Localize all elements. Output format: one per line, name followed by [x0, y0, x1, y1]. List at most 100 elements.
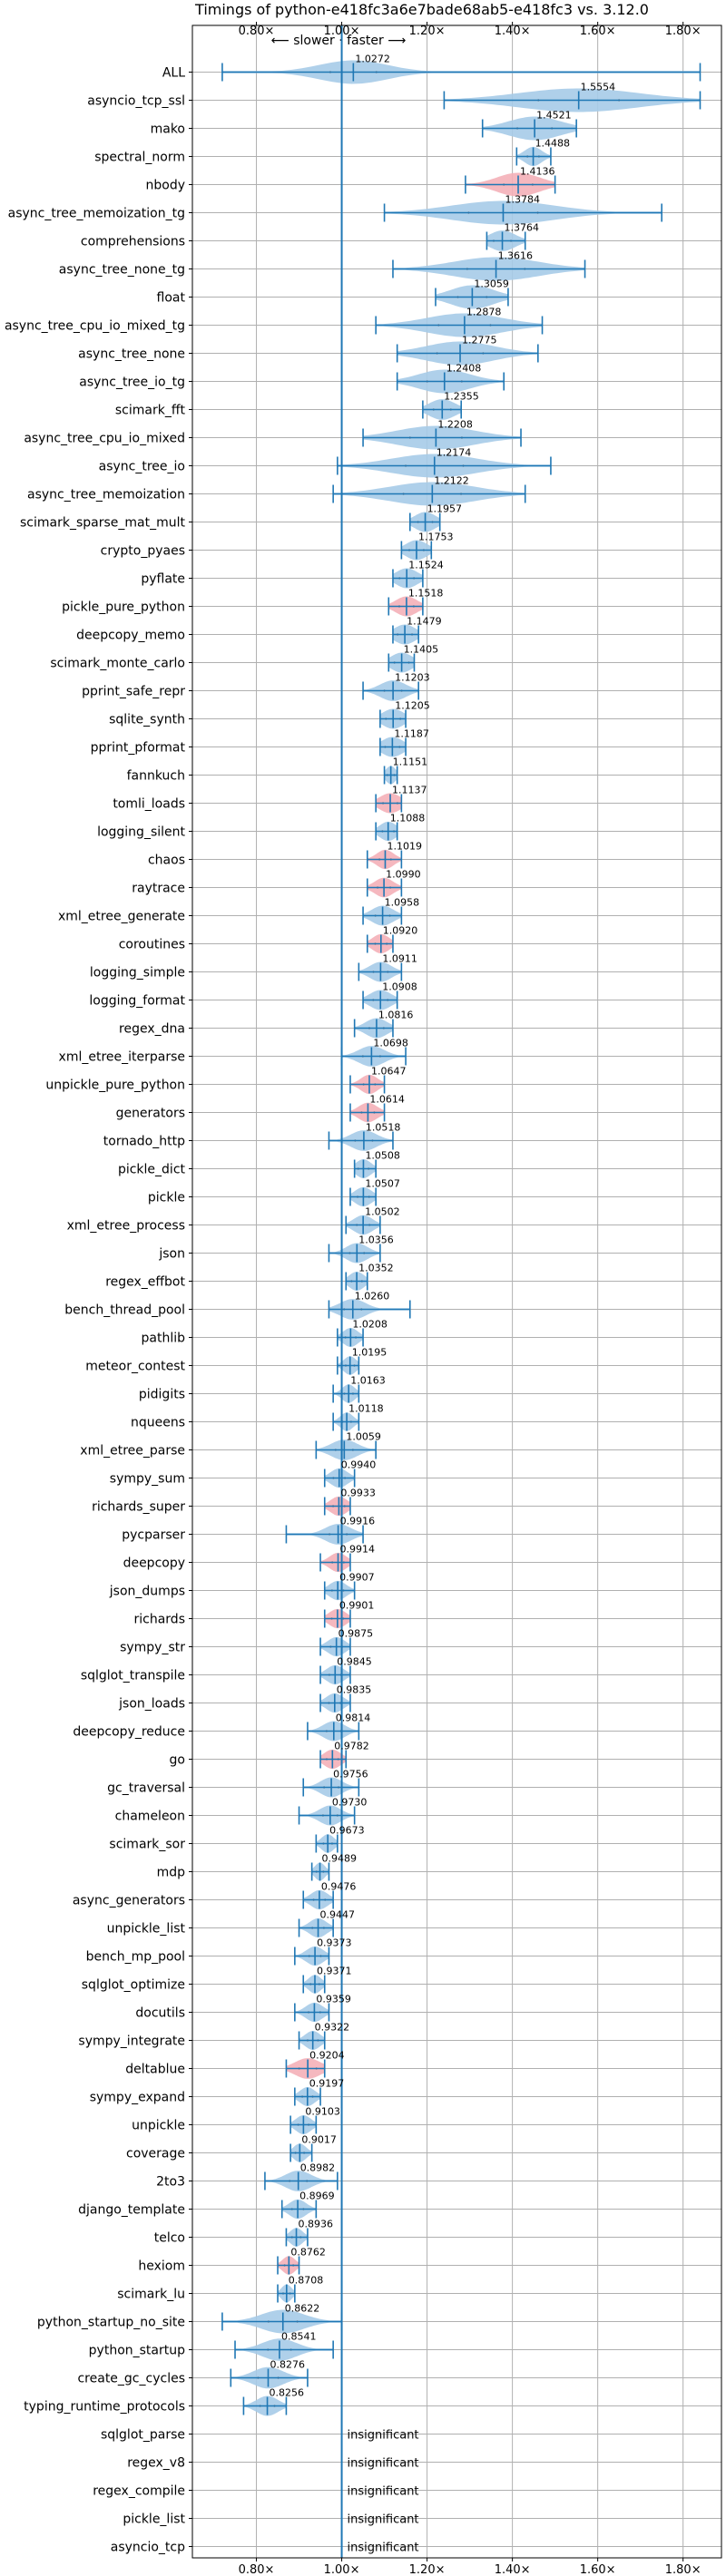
value-label: 0.9916 — [340, 1516, 376, 1527]
value-label: 0.9103 — [305, 2106, 340, 2118]
benchmark-label: async_tree_cpu_io_mixed_tg — [5, 319, 185, 334]
benchmark-label: pickle_dict — [118, 1163, 186, 1177]
value-label: 1.0908 — [382, 981, 417, 993]
value-label: 1.0502 — [365, 1206, 400, 1218]
benchmark-label: chameleon — [115, 1810, 185, 1824]
benchmark-label: docutils — [135, 2006, 185, 2021]
value-label: 0.9730 — [332, 1797, 368, 1809]
benchmark-label: sympy_integrate — [78, 2034, 185, 2049]
value-label: 1.3616 — [498, 250, 534, 262]
benchmark-label: asyncio_tcp_ssl — [87, 94, 185, 109]
benchmark-label: richards — [134, 1613, 186, 1627]
benchmark-label: spectral_norm — [94, 151, 185, 165]
value-label: 0.9489 — [322, 1853, 358, 1865]
violin-layer — [221, 25, 701, 2558]
value-label: 1.1088 — [390, 813, 426, 825]
value-label: 1.2408 — [446, 363, 482, 375]
value-label: 1.0911 — [382, 953, 417, 965]
benchmark-label: logging_format — [89, 994, 185, 1009]
value-label: 1.2878 — [466, 307, 502, 318]
value-label: 0.9782 — [334, 1741, 369, 1752]
benchmark-label: mako — [151, 122, 185, 137]
benchmark-label: async_tree_io_tg — [79, 376, 185, 390]
value-label: 1.5554 — [581, 82, 616, 93]
x-tick-label-bottom: 1.40× — [495, 2563, 531, 2576]
value-label: 1.0698 — [373, 1038, 408, 1049]
benchmark-label: xml_etree_iterparse — [59, 1050, 185, 1065]
value-label: 1.1524 — [408, 560, 444, 571]
value-label: 1.0195 — [352, 1347, 388, 1359]
value-label: 0.9933 — [340, 1488, 376, 1499]
value-label: 0.9940 — [341, 1459, 377, 1471]
benchmark-label: pprint_safe_repr — [82, 685, 185, 699]
value-label: 1.2174 — [437, 447, 472, 459]
benchmark-label: unpickle — [132, 2119, 185, 2133]
benchmark-label: pickle_pure_python — [62, 600, 185, 615]
benchmark-label: unpickle_list — [107, 1922, 186, 1937]
value-label: 1.2208 — [437, 419, 472, 431]
label-layer: ALL 1.0272 asyncio_tcp_ssl 1.5554 mako 1.4521… — [5, 54, 615, 2555]
insignificant-label: insignificant — [348, 2485, 419, 2499]
value-label: 0.9907 — [339, 1572, 375, 1584]
insignificant-label: insignificant — [348, 2513, 419, 2527]
benchmark-label: async_tree_cpu_io_mixed — [24, 432, 185, 446]
benchmark-label: richards_super — [92, 1500, 185, 1515]
benchmark-label: scimark_monte_carlo — [50, 657, 185, 671]
benchmark-label: raytrace — [132, 882, 185, 896]
value-label: 1.2355 — [444, 391, 478, 403]
benchmark-label: float — [157, 291, 186, 306]
benchmark-label: typing_runtime_protocols — [24, 2400, 185, 2415]
benchmark-label: django_template — [78, 2203, 185, 2218]
value-label: 1.0990 — [386, 869, 421, 881]
benchmark-label: regex_compile — [93, 2484, 185, 2499]
benchmark-label: mdp — [157, 1866, 186, 1880]
value-label: 0.8982 — [300, 2162, 336, 2174]
value-label: 1.1151 — [393, 756, 428, 768]
value-label: 0.9673 — [329, 1825, 365, 1837]
value-label: 1.0163 — [350, 1375, 386, 1387]
x-tick-label-top: 1.20× — [409, 24, 446, 38]
x-tick-label-bottom: 1.00× — [324, 2563, 360, 2576]
benchmark-label: go — [170, 1753, 185, 1768]
benchmark-label: async_tree_memoization — [27, 488, 185, 503]
benchmark-label: telco — [154, 2231, 185, 2246]
value-label: 1.1019 — [387, 841, 422, 853]
value-label: 1.1957 — [427, 503, 463, 515]
benchmark-label: tomli_loads — [113, 797, 185, 812]
value-label: 1.3784 — [505, 194, 540, 206]
value-label: 0.8541 — [281, 2331, 317, 2343]
benchmark-label: xml_etree_generate — [58, 910, 185, 924]
value-label: 1.1205 — [395, 700, 430, 712]
benchmark-label: nqueens — [131, 1416, 185, 1430]
benchmark-label: tornado_http — [103, 1135, 185, 1149]
value-label: 0.9359 — [316, 1994, 351, 2005]
value-label: 1.4488 — [535, 138, 571, 150]
value-label: 1.1518 — [408, 588, 444, 600]
benchmark-label: 2to3 — [156, 2175, 185, 2190]
value-label: 0.9845 — [337, 1656, 372, 1668]
x-tick-label-bottom: 1.60× — [580, 2563, 616, 2576]
benchmark-label: async_tree_none — [78, 347, 185, 362]
benchmark-label: async_tree_none_tg — [59, 263, 185, 278]
benchmark-label: ALL — [162, 66, 185, 81]
value-label: 1.0958 — [385, 897, 420, 909]
benchmark-label: scimark_sor — [109, 1838, 185, 1852]
value-label: 1.0518 — [366, 1122, 401, 1134]
benchmark-label: scimark_lu — [117, 2288, 185, 2302]
value-label: 1.1479 — [407, 616, 442, 628]
benchmark-label: async_generators — [73, 1894, 185, 1908]
value-label: 1.0508 — [365, 1150, 400, 1162]
benchmark-label: deepcopy_memo — [76, 629, 185, 643]
value-label: 1.0059 — [346, 1431, 381, 1443]
value-label: 0.8622 — [285, 2303, 320, 2315]
value-label: 1.1405 — [404, 644, 439, 656]
value-label: 0.9875 — [338, 1628, 374, 1640]
value-label: 0.8256 — [270, 2387, 305, 2399]
insignificant-label: insignificant — [348, 2457, 419, 2471]
value-label: 0.9901 — [339, 1600, 375, 1612]
value-label: 1.1187 — [394, 728, 429, 740]
value-label: 1.1203 — [395, 672, 430, 684]
benchmark-label: chaos — [148, 854, 185, 868]
benchmark-label: pprint_pformat — [91, 741, 186, 756]
insignificant-label: insignificant — [348, 2429, 419, 2443]
